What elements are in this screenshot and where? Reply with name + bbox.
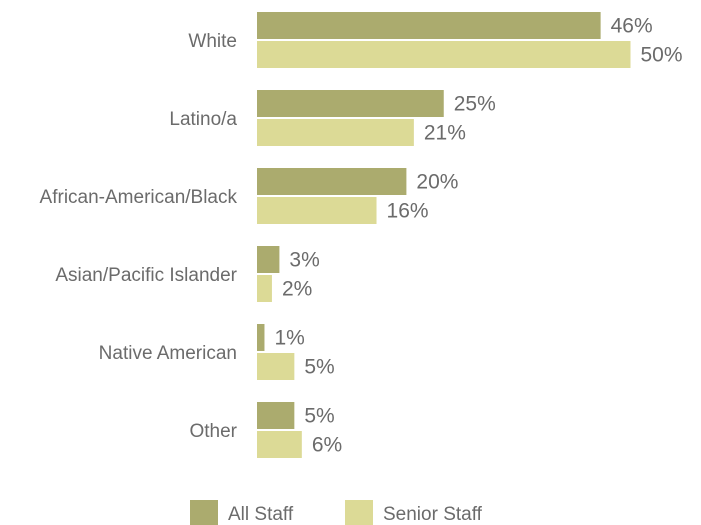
value-label-senior-staff-asian-pacific-islander: 2% — [282, 278, 312, 301]
category-label-african-american-black: African-American/Black — [40, 187, 238, 208]
bar-senior-staff-asian-pacific-islander — [257, 275, 272, 302]
legend: All Staff Senior Staff — [190, 500, 483, 525]
bar-senior-staff-other — [257, 431, 302, 458]
bars-layer: White 46% 50% Latino/a 25% 21% African-America… — [40, 12, 683, 458]
bar-senior-staff-latino-a — [257, 119, 414, 146]
bar-senior-staff-white — [257, 41, 631, 68]
value-label-senior-staff-other: 6% — [312, 434, 342, 457]
category-label-latino-a: Latino/a — [169, 109, 237, 130]
legend-swatch-senior-staff — [345, 500, 373, 525]
bar-all-staff-other — [257, 402, 295, 429]
value-label-all-staff-other: 5% — [304, 405, 334, 428]
bar-all-staff-native-american — [257, 324, 265, 351]
bar-all-staff-asian-pacific-islander — [257, 246, 280, 273]
value-label-senior-staff-native-american: 5% — [304, 356, 334, 379]
value-label-senior-staff-latino-a: 21% — [424, 122, 466, 145]
category-label-white: White — [188, 31, 237, 52]
bar-senior-staff-african-american-black — [257, 197, 377, 224]
value-label-senior-staff-african-american-black: 16% — [387, 200, 429, 223]
value-label-senior-staff-white: 50% — [641, 44, 683, 67]
category-label-asian-pacific-islander: Asian/Pacific Islander — [55, 265, 237, 286]
category-label-other: Other — [189, 421, 237, 442]
legend-label-all-staff: All Staff — [228, 504, 294, 525]
value-label-all-staff-white: 46% — [611, 15, 653, 38]
value-label-all-staff-native-american: 1% — [274, 327, 304, 350]
category-label-native-american: Native American — [99, 343, 237, 364]
value-label-all-staff-asian-pacific-islander: 3% — [289, 249, 319, 272]
bar-senior-staff-native-american — [257, 353, 295, 380]
bar-all-staff-white — [257, 12, 601, 39]
legend-label-senior-staff: Senior Staff — [383, 504, 483, 525]
legend-swatch-all-staff — [190, 500, 218, 525]
bar-all-staff-african-american-black — [257, 168, 407, 195]
bar-all-staff-latino-a — [257, 90, 444, 117]
value-label-all-staff-african-american-black: 20% — [416, 171, 458, 194]
value-label-all-staff-latino-a: 25% — [454, 93, 496, 116]
